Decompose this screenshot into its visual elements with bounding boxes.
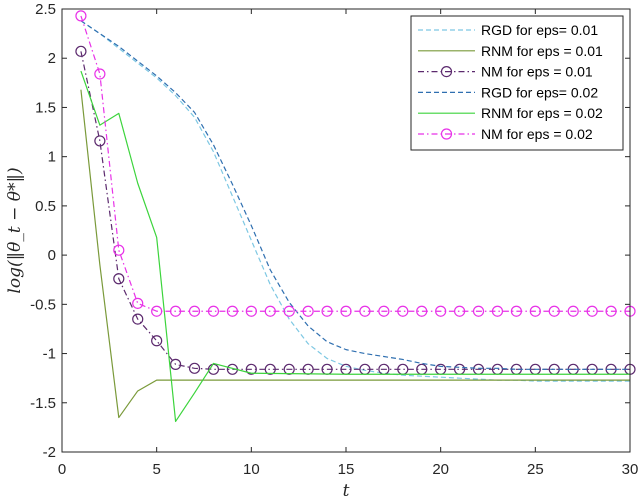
- series-5: [80, 70, 630, 423]
- series-2: [80, 89, 630, 419]
- data-point: [75, 10, 87, 22]
- legend-marker: [440, 128, 453, 140]
- data-point: [94, 68, 106, 80]
- series-1: [80, 20, 630, 382]
- data-point: [113, 273, 125, 285]
- y-tick-label: 0.5: [35, 198, 56, 215]
- data-point: [302, 305, 314, 317]
- data-point: [510, 305, 523, 317]
- legend-label: RNM for eps = 0.01: [481, 43, 603, 59]
- data-point: [605, 305, 617, 317]
- series-line: [80, 15, 630, 312]
- series-layer: [75, 10, 636, 423]
- x-tick-label: 30: [622, 461, 639, 478]
- x-axis-title: t: [343, 481, 350, 500]
- data-point: [151, 335, 163, 347]
- data-point: [188, 305, 201, 317]
- legend-label: RGD for eps= 0.02: [481, 84, 598, 100]
- series-line: [80, 89, 630, 419]
- legend-label: NM for eps = 0.02: [481, 126, 593, 142]
- legend-box: [410, 15, 624, 151]
- data-point: [94, 135, 106, 147]
- series-line: [80, 20, 630, 382]
- data-point: [132, 313, 144, 325]
- data-point: [264, 363, 276, 375]
- legend-label: NM for eps = 0.01: [481, 64, 593, 80]
- data-point: [170, 305, 182, 317]
- data-point: [226, 305, 238, 317]
- data-point: [378, 305, 390, 317]
- y-tick-label: -1.5: [30, 395, 56, 412]
- legend: RGD for eps= 0.01 RNM for eps = 0.01 NM fo…: [410, 15, 624, 151]
- data-point: [170, 358, 182, 370]
- series-line: [80, 20, 630, 370]
- data-point: [454, 305, 466, 317]
- tick-layer: 0 5 10 15 20 25 30 -2 -1.5 -1 -0.5 0 0.5 1 1.5 2 2.5: [30, 1, 638, 478]
- data-point: [321, 305, 333, 317]
- data-point: [340, 305, 352, 317]
- legend-item: NM for eps = 0.02: [418, 126, 593, 142]
- data-point: [586, 305, 598, 317]
- y-tick-label: -0.5: [30, 296, 56, 313]
- y-tick-label: 2: [48, 50, 56, 67]
- data-point: [151, 305, 163, 317]
- y-axis-title: log(‖θ_t − θ*‖): [5, 167, 25, 293]
- legend-label: RNM for eps = 0.02: [481, 105, 603, 121]
- legend-marker: [440, 65, 453, 78]
- data-point: [397, 305, 409, 317]
- y-tick-label: 0: [48, 247, 56, 264]
- series-line: [80, 70, 630, 423]
- y-tick-label: 1.5: [35, 99, 56, 116]
- y-tick-label: 1: [48, 149, 56, 166]
- data-point: [529, 305, 541, 317]
- data-point: [567, 305, 579, 317]
- y-tick-label: -1: [43, 346, 56, 363]
- series-6: [75, 10, 636, 317]
- legend-item: RNM for eps = 0.01: [418, 43, 603, 59]
- data-point: [548, 305, 560, 317]
- data-point: [283, 363, 295, 375]
- legend-item: RGD for eps= 0.01: [418, 22, 598, 38]
- x-tick-label: 0: [58, 461, 66, 478]
- data-point: [75, 45, 87, 57]
- x-tick-label: 5: [152, 461, 160, 478]
- data-point: [359, 305, 371, 317]
- data-point: [245, 305, 257, 317]
- x-tick-label: 15: [338, 461, 355, 478]
- x-tick-label: 25: [527, 461, 544, 478]
- data-point: [113, 244, 125, 256]
- legend-label: RGD for eps= 0.01: [481, 22, 598, 38]
- data-point: [416, 305, 428, 317]
- y-tick-label: 2.5: [35, 1, 56, 18]
- x-tick-label: 20: [432, 461, 449, 478]
- x-tick-label: 10: [243, 461, 260, 478]
- data-point: [491, 305, 504, 317]
- data-point: [188, 362, 201, 374]
- data-point: [245, 363, 257, 375]
- legend-item: RGD for eps= 0.02: [418, 84, 598, 100]
- data-point: [207, 305, 220, 317]
- data-point: [264, 305, 276, 317]
- legend-item: NM for eps = 0.01: [418, 64, 593, 80]
- data-point: [283, 305, 295, 317]
- data-point: [472, 305, 485, 317]
- data-point: [435, 305, 447, 317]
- y-tick-label: -2: [43, 444, 56, 461]
- data-point: [132, 297, 144, 309]
- series-4: [80, 20, 630, 370]
- legend-item: RNM for eps = 0.02: [418, 105, 603, 121]
